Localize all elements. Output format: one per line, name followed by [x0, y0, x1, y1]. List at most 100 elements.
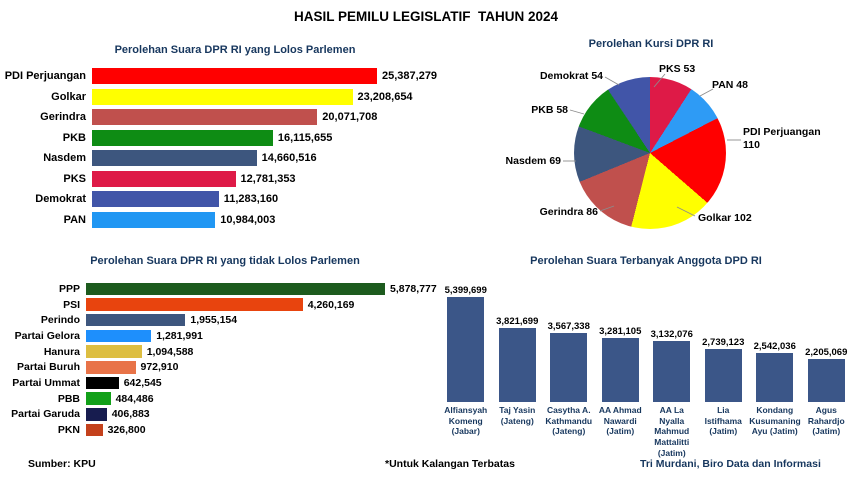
- bar-row: PKB 16,115,655: [0, 128, 460, 149]
- pie-label-pdi-perjuangan: PDI Perjuangan 110: [743, 126, 821, 152]
- bar-category-label: Nasdem: [43, 152, 86, 165]
- pie-label-pks: PKS 53: [659, 63, 696, 75]
- bar-value-label: 1,281,991: [156, 329, 203, 342]
- bar-category-label: Partai Ummat: [12, 376, 80, 389]
- bar-value-label: 1,094,588: [146, 345, 194, 358]
- bar: [447, 297, 485, 402]
- bar-value-label: 326,800: [107, 424, 146, 437]
- bar-value-label: 642,545: [123, 376, 162, 389]
- bar-value-label: 2,205,069: [805, 347, 848, 359]
- footer-note: *Untuk Kalangan Terbatas: [385, 458, 515, 470]
- bar: [550, 332, 588, 402]
- bar-category-label: Gerindra: [40, 111, 86, 124]
- bar-category-label: Partai Gelora: [14, 329, 80, 342]
- bar: [92, 170, 236, 187]
- bar-row: Hanura 1,094,588: [0, 344, 460, 360]
- bar: [756, 352, 794, 402]
- bar: [92, 191, 219, 208]
- bar-row: PPP 5,878,777: [0, 281, 460, 297]
- bar-row: Partai Buruh 972,910: [0, 359, 460, 375]
- bar-value-label: 2,739,123: [702, 336, 745, 348]
- bar-area: 3,821,699: [496, 278, 538, 402]
- bar: [92, 109, 318, 126]
- bar-value-label: 23,208,654: [357, 90, 413, 103]
- bar: [807, 359, 845, 402]
- bar-row: Golkar 23,208,654: [0, 87, 460, 108]
- bar-row: Nasdem 14,660,516: [0, 148, 460, 169]
- bar-category-label: Golkar: [51, 90, 86, 103]
- bar-category-label: Agus Rahardjo (Jatim): [807, 405, 845, 437]
- bar-column: 5,399,699 Alfiansyah Komeng (Jabar): [440, 278, 492, 458]
- bar: [601, 338, 639, 402]
- pie-label-pkb: PKB 58: [531, 104, 568, 116]
- bar-row: Partai Garuda 406,883: [0, 407, 460, 423]
- bar-value-label: 3,132,076: [650, 329, 693, 341]
- bar-category-label: Perindo: [40, 314, 80, 327]
- bar-chart-dpr-lolos: PDI Perjuangan 25,387,279 Golkar 23,208,654…: [0, 66, 460, 230]
- bar-row: PDI Perjuangan 25,387,279: [0, 66, 460, 87]
- bar-value-label: 3,821,699: [496, 315, 539, 327]
- bar: [86, 345, 142, 358]
- bar-category-label: Kondang Kusumaning Ayu (Jatim): [749, 405, 801, 437]
- bar-value-label: 5,878,777: [390, 282, 437, 295]
- bar: [86, 361, 136, 374]
- bar-area: 3,132,076: [651, 278, 693, 402]
- bar-value-label: 12,781,353: [240, 172, 296, 185]
- pie-label-nasdem: Nasdem 69: [505, 155, 561, 167]
- bar-column: 3,567,338 Casytha A. Kathmandu (Jateng): [543, 278, 595, 458]
- bar: [86, 423, 103, 437]
- bar-value-label: 2,542,036: [753, 340, 796, 352]
- bar: [92, 211, 216, 228]
- pie-label-pan: PAN 48: [712, 79, 748, 91]
- bar-category-label: AA Ahmad Nawardi (Jatim): [598, 405, 642, 437]
- bar-row: PSI 4,260,169: [0, 297, 460, 313]
- chart-title-kursi-dpr: Perolehan Kursi DPR RI: [588, 38, 714, 50]
- bar: [86, 408, 107, 421]
- bar: [92, 68, 377, 85]
- bar-category-label: Partai Buruh: [16, 361, 80, 374]
- bar-column: 3,132,076 AA La Nyalla Mahmud Mattalitti …: [646, 278, 698, 458]
- bar-area: 3,281,105: [599, 278, 641, 402]
- bar-row: Perindo 1,955,154: [0, 312, 460, 328]
- bar-area: 2,205,069: [805, 278, 847, 402]
- bar-category-label: PDI Perjuangan: [4, 70, 86, 83]
- bar-row: PAN 10,984,003: [0, 210, 460, 231]
- bar-area: 3,567,338: [548, 278, 590, 402]
- bar: [86, 329, 152, 343]
- bar-value-label: 14,660,516: [261, 152, 317, 165]
- bar-area: 5,399,699: [445, 278, 487, 402]
- bar: [86, 313, 186, 327]
- bar-row: Partai Gelora 1,281,991: [0, 328, 460, 344]
- bar-column: 2,542,036 Kondang Kusumaning Ayu (Jatim): [749, 278, 801, 458]
- bar: [92, 129, 273, 146]
- bar-column: 3,821,699 Taj Yasin (Jateng): [492, 278, 544, 458]
- bar-row: Partai Ummat 642,545: [0, 375, 460, 391]
- bar-category-label: PBB: [57, 392, 80, 405]
- bar-value-label: 4,260,169: [307, 298, 355, 311]
- chart-title-dpd: Perolehan Suara Terbanyak Anggota DPD RI: [530, 255, 762, 267]
- bar-row: PKS 12,781,353: [0, 169, 460, 190]
- bar-category-label: PPP: [58, 282, 80, 295]
- bar: [86, 392, 111, 405]
- bar-row: Gerindra 20,071,708: [0, 107, 460, 128]
- bar-category-label: Alfiansyah Komeng (Jabar): [444, 405, 488, 437]
- bar-category-label: AA La Nyalla Mahmud Mattalitti (Jatim): [654, 405, 690, 458]
- bar: [92, 150, 257, 167]
- footer-credit: Tri Murdani, Biro Data dan Informasi: [640, 458, 821, 470]
- bar-column: 2,739,123 Lia Istifhama (Jatim): [698, 278, 750, 458]
- bar-category-label: Lia Istifhama (Jatim): [704, 405, 742, 437]
- bar-value-label: 5,399,699: [444, 285, 487, 296]
- chart-title-dpr-lolos: Perolehan Suara DPR RI yang Lolos Parlem…: [114, 44, 356, 56]
- bar-value-label: 11,283,160: [223, 193, 279, 206]
- bar-value-label: 3,281,105: [599, 326, 642, 338]
- bar-row: Demokrat 11,283,160: [0, 189, 460, 210]
- bar: [86, 282, 385, 296]
- bar: [86, 298, 303, 311]
- bar-area: 2,542,036: [754, 278, 796, 402]
- pie-label-demokrat: Demokrat 54: [539, 70, 603, 82]
- bar-value-label: 16,115,655: [277, 131, 333, 144]
- bar-category-label: Casytha A. Kathmandu (Jateng): [545, 405, 593, 437]
- bar: [704, 348, 742, 402]
- bar-category-label: PSI: [63, 298, 80, 311]
